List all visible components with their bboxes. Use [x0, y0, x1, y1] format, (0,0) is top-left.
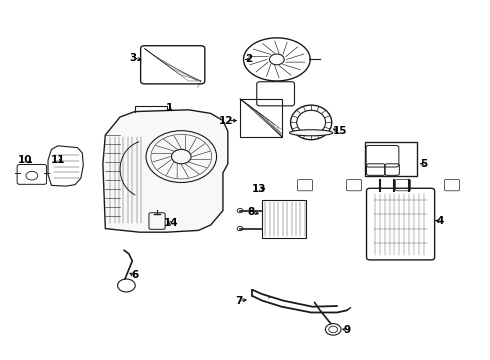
Text: 7: 7: [235, 296, 243, 306]
Text: 14: 14: [164, 218, 179, 228]
Text: 13: 13: [251, 184, 266, 194]
Text: 1: 1: [166, 103, 172, 113]
Text: 4: 4: [436, 216, 444, 226]
Text: 3: 3: [130, 53, 137, 63]
Text: 2: 2: [245, 54, 252, 64]
Bar: [262, 200, 306, 238]
Text: 11: 11: [50, 155, 65, 165]
Bar: [240, 99, 282, 137]
Bar: [365, 142, 416, 176]
Text: 8: 8: [247, 207, 254, 217]
Ellipse shape: [290, 130, 333, 136]
Polygon shape: [103, 110, 228, 232]
Text: 15: 15: [332, 126, 347, 136]
Text: 6: 6: [131, 270, 138, 280]
Text: 12: 12: [219, 116, 234, 126]
Text: 9: 9: [343, 325, 350, 335]
Text: 10: 10: [18, 155, 33, 165]
Text: 5: 5: [420, 159, 427, 169]
